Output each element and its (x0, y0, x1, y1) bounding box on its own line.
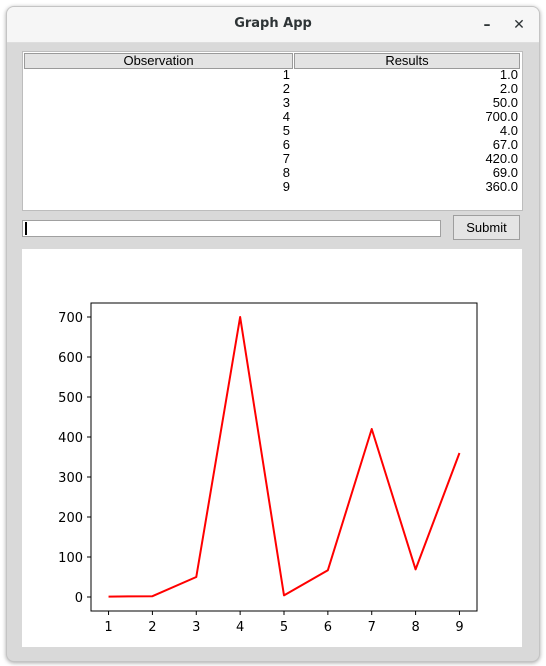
y-tick-label: 0 (75, 591, 83, 606)
observation-cell: 7 (23, 152, 290, 166)
table-row[interactable]: 5 4.0 (23, 124, 522, 138)
submit-button[interactable]: Submit (453, 215, 520, 240)
x-tick-label: 7 (368, 620, 376, 635)
result-cell: 67.0 (294, 138, 518, 152)
observation-cell: 4 (23, 110, 290, 124)
plot-frame (91, 303, 477, 611)
table-row[interactable]: 8 69.0 (23, 166, 522, 180)
x-tick-label: 1 (104, 620, 112, 635)
text-caret (25, 222, 27, 235)
table-row[interactable]: 1 1.0 (23, 68, 522, 82)
close-button[interactable]: ✕ (508, 14, 530, 36)
table-body: 1 1.0 2 2.0 3 50.0 4 700.0 5 4.0 6 67.0 7 420.0 8 69.0 9… (23, 68, 522, 194)
result-cell: 360.0 (294, 180, 518, 194)
observation-cell: 1 (23, 68, 290, 82)
y-tick-label: 500 (58, 391, 83, 406)
y-tick-label: 600 (58, 351, 83, 366)
x-tick-label: 8 (411, 620, 419, 635)
result-cell: 69.0 (294, 166, 518, 180)
y-tick-label: 300 (58, 471, 83, 486)
minimize-button[interactable]: – (476, 14, 498, 36)
result-cell: 700.0 (294, 110, 518, 124)
result-cell: 1.0 (294, 68, 518, 82)
x-tick-label: 3 (192, 620, 200, 635)
x-tick-label: 9 (455, 620, 463, 635)
table-row[interactable]: 9 360.0 (23, 180, 522, 194)
table-row[interactable]: 4 700.0 (23, 110, 522, 124)
chart-canvas: 0 100 200 300 400 500 600 700 1 2 3 4 5 6 7 8 9 (22, 249, 522, 647)
observation-cell: 6 (23, 138, 290, 152)
observation-cell: 3 (23, 96, 290, 110)
result-cell: 420.0 (294, 152, 518, 166)
table-row[interactable]: 7 420.0 (23, 152, 522, 166)
table-row[interactable]: 2 2.0 (23, 82, 522, 96)
results-table[interactable]: Observation Results 1 1.0 2 2.0 3 50.0 4 700.0 5… (22, 51, 523, 211)
y-tick-label: 700 (58, 311, 83, 326)
column-header-results[interactable]: Results (294, 53, 520, 69)
result-cell: 2.0 (294, 82, 518, 96)
observation-cell: 8 (23, 166, 290, 180)
result-cell: 50.0 (294, 96, 518, 110)
observation-cell: 9 (23, 180, 290, 194)
line-chart: 0 100 200 300 400 500 600 700 1 2 3 4 5 6 7 8 9 (22, 249, 522, 647)
title-bar[interactable]: Graph App – ✕ (7, 7, 539, 43)
x-tick-label: 2 (148, 620, 156, 635)
x-tick-label: 6 (324, 620, 332, 635)
x-tick-label: 4 (236, 620, 244, 635)
y-tick-label: 200 (58, 511, 83, 526)
x-tick-label: 5 (280, 620, 288, 635)
observation-cell: 5 (23, 124, 290, 138)
window-title: Graph App (7, 16, 539, 31)
table-row[interactable]: 6 67.0 (23, 138, 522, 152)
y-tick-label: 400 (58, 431, 83, 446)
value-input[interactable] (22, 220, 441, 237)
table-row[interactable]: 3 50.0 (23, 96, 522, 110)
column-header-observation[interactable]: Observation (24, 53, 293, 69)
result-cell: 4.0 (294, 124, 518, 138)
y-tick-label: 100 (58, 551, 83, 566)
app-window: Graph App – ✕ Observation Results 1 1.0 2 2… (6, 6, 540, 662)
observation-cell: 2 (23, 82, 290, 96)
